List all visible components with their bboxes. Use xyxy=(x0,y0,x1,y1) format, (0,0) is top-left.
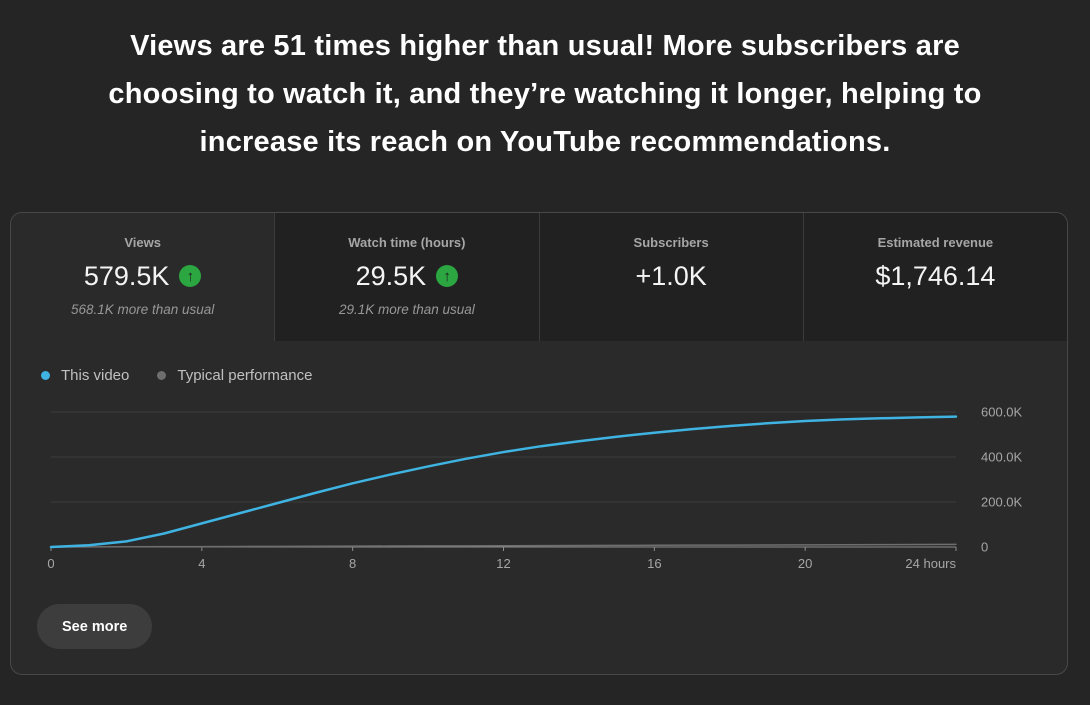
legend-label: Typical performance xyxy=(177,367,313,384)
tab-views[interactable]: Views 579.5K ↑ 568.1K more than usual xyxy=(11,213,276,341)
legend-label: This video xyxy=(61,367,130,384)
this-video-dot-icon xyxy=(41,371,50,380)
y-axis-tick-label: 200.0K xyxy=(981,495,1023,510)
legend-item-this-video: This video xyxy=(41,367,129,384)
typical-performance-dot-icon xyxy=(157,371,167,380)
up-arrow-icon: ↑ xyxy=(436,265,459,287)
metric-value: +1.0K xyxy=(635,261,707,291)
metric-label: Watch time (hours) xyxy=(348,235,466,250)
x-axis-tick-label: 24 hours xyxy=(905,556,956,571)
legend-item-typical-performance: Typical performance xyxy=(157,367,312,384)
up-arrow-icon: ↑ xyxy=(179,265,202,287)
x-axis-tick-label: 8 xyxy=(349,556,356,571)
performance-chart-svg: 0 200.0K 400.0K 600.0K 0 4 8 12 16 20 24 hours xyxy=(47,405,1023,572)
y-axis-tick-label: 400.0K xyxy=(981,450,1023,465)
metric-subtext: 568.1K more than usual xyxy=(70,302,215,317)
metric-value: $1,746.14 xyxy=(875,261,996,291)
metric-tabs: Views 579.5K ↑ 568.1K more than usual Wa… xyxy=(11,213,1067,341)
metric-label: Subscribers xyxy=(633,235,709,250)
chart-legend: This video Typical performance xyxy=(41,367,312,384)
metric-value: 579.5K xyxy=(83,261,170,291)
metric-label: Estimated revenue xyxy=(877,235,994,250)
x-axis-tick-label: 16 xyxy=(647,556,661,571)
y-axis-tick-label: 600.0K xyxy=(981,405,1023,420)
analytics-card: Views 579.5K ↑ 568.1K more than usual Wa… xyxy=(10,212,1068,675)
performance-chart[interactable]: 0 200.0K 400.0K 600.0K 0 4 8 12 16 20 24 hours xyxy=(38,399,1058,579)
tab-watch-time[interactable]: Watch time (hours) 29.5K ↑ 29.1K more th… xyxy=(275,213,540,341)
x-axis-tick-label: 12 xyxy=(496,556,510,571)
tab-subscribers[interactable]: Subscribers +1.0K xyxy=(539,213,804,341)
see-more-button[interactable]: See more xyxy=(37,604,153,649)
x-axis-tick-label: 20 xyxy=(798,556,812,571)
series-typical-performance xyxy=(50,543,957,548)
x-axis-tick-label: 0 xyxy=(47,556,54,571)
metric-value: 29.5K xyxy=(355,261,427,291)
tab-estimated-revenue[interactable]: Estimated revenue $1,746.14 xyxy=(803,213,1067,341)
metric-label: Views xyxy=(124,235,161,250)
series-this-video xyxy=(49,415,958,549)
metric-subtext: 29.1K more than usual xyxy=(338,302,475,317)
x-axis-tick-label: 4 xyxy=(198,556,205,571)
y-axis-tick-label: 0 xyxy=(981,540,988,555)
insight-headline: Views are 51 times higher than usual! Mo… xyxy=(108,30,982,158)
